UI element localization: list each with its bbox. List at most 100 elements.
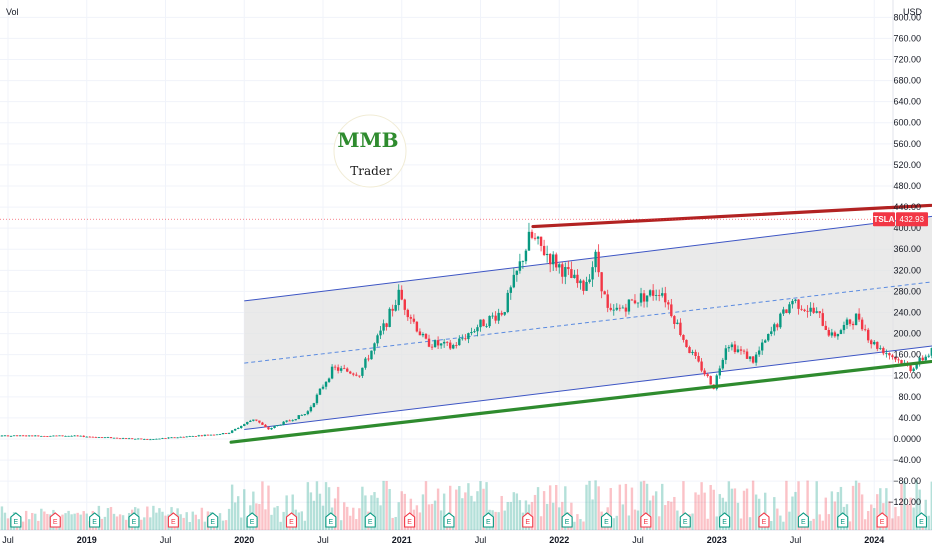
candle-body [55, 435, 58, 437]
indicator-label[interactable]: Vol [6, 7, 19, 17]
candle-body [455, 345, 458, 346]
currency-label[interactable]: USD [903, 7, 923, 17]
volume-bar [627, 515, 631, 530]
price-tick-label: 640.00 [893, 97, 921, 107]
earnings-marker [600, 512, 613, 528]
volume-bar [848, 521, 852, 530]
volume-bar [24, 510, 28, 530]
volume-bar [182, 517, 185, 530]
volume-bar [739, 518, 743, 530]
volume-bar [349, 515, 352, 530]
volume-bar [609, 488, 612, 530]
price-axis[interactable]: 800.00 760.00 720.00 680.00 640.00 600.00 560.… [888, 12, 921, 507]
candle-body [839, 330, 843, 335]
volume-bar [576, 514, 579, 530]
volume-bar [439, 510, 443, 530]
volume-bar [906, 504, 909, 530]
candle-body [445, 341, 449, 343]
volume-bar [361, 486, 364, 530]
time-tick-label: 2020 [234, 535, 254, 545]
price-tick-label: 200.00 [893, 329, 921, 339]
candle-body [603, 291, 606, 295]
volume-bar [197, 519, 201, 530]
volume-bar [903, 480, 906, 530]
time-tick-label: 2024 [864, 535, 884, 545]
volume-bar [458, 486, 461, 530]
earnings-marker-label: E [210, 519, 215, 526]
earnings-marker [364, 512, 376, 528]
time-tick-label: 2023 [707, 535, 727, 545]
candle-body [851, 323, 855, 326]
earnings-marker-label: E [486, 519, 491, 526]
volume-bar [461, 498, 464, 530]
volume-bar [479, 481, 482, 530]
candle-body [140, 438, 143, 440]
volume-bar [536, 487, 540, 530]
candle-body [118, 438, 122, 440]
volume-bar [706, 518, 709, 530]
candle-body [76, 435, 79, 437]
candle-body [288, 420, 291, 422]
candle-body [97, 437, 101, 438]
candle-body [509, 287, 512, 293]
volume-bar [788, 511, 791, 530]
candle-body [291, 420, 294, 422]
candle-body [821, 313, 824, 326]
candle-body [503, 312, 506, 315]
volume-bar [876, 494, 879, 530]
candle-body [536, 236, 540, 239]
volume-bar [191, 511, 194, 530]
candle-body [279, 424, 282, 426]
volume-bar [857, 482, 861, 530]
volume-bar [818, 514, 821, 530]
volume-bar [621, 504, 625, 530]
volume-bar [751, 480, 755, 530]
candle-body [103, 437, 107, 439]
candle-body [285, 420, 288, 422]
volume-bar [433, 500, 437, 530]
volume-bar [70, 514, 73, 530]
volume-bar [676, 510, 679, 530]
candle-body [818, 311, 821, 314]
candle-body [373, 343, 376, 351]
candle-body [757, 350, 761, 355]
candle-body [782, 309, 785, 314]
volume-bar [873, 508, 876, 530]
symbol-tag-bg [873, 212, 895, 227]
candle-body [882, 348, 885, 354]
volume-bar [436, 488, 440, 530]
candle-body [676, 322, 679, 324]
candle-body [609, 307, 612, 310]
candle-body [588, 279, 591, 282]
candle-body [754, 354, 758, 363]
candle-body [579, 280, 582, 284]
candle-body [58, 435, 61, 437]
volume-bar [564, 486, 567, 530]
candle-body [788, 304, 791, 313]
volume-bar [28, 519, 31, 530]
candle-body [303, 414, 307, 416]
time-axis[interactable]: Jul 2019 Jul 2020 Jul 2021 Jul 2022 Jul 2023 Jul 20… [2, 535, 932, 545]
mmb-trader-logo: MMB Trader [333, 114, 407, 188]
candle-body [439, 343, 443, 346]
candle-body [449, 342, 452, 349]
volume-bar [500, 495, 503, 530]
volume-bar [261, 481, 264, 530]
volume-bar [421, 494, 425, 530]
volume-bar [82, 511, 85, 530]
candle-body [324, 381, 328, 387]
volume-bar [31, 512, 34, 530]
candle-body [615, 307, 618, 310]
channel-fill [244, 216, 932, 430]
candle-body [909, 365, 912, 372]
volume-bar [264, 509, 267, 530]
volume-bar [894, 507, 897, 530]
volume-bar [673, 496, 676, 530]
candle-body [545, 253, 549, 256]
candle-body [863, 329, 867, 331]
candle-body [736, 349, 740, 353]
volume-bar [539, 516, 543, 530]
volume-bar [806, 480, 809, 530]
volume-bar [827, 514, 831, 530]
